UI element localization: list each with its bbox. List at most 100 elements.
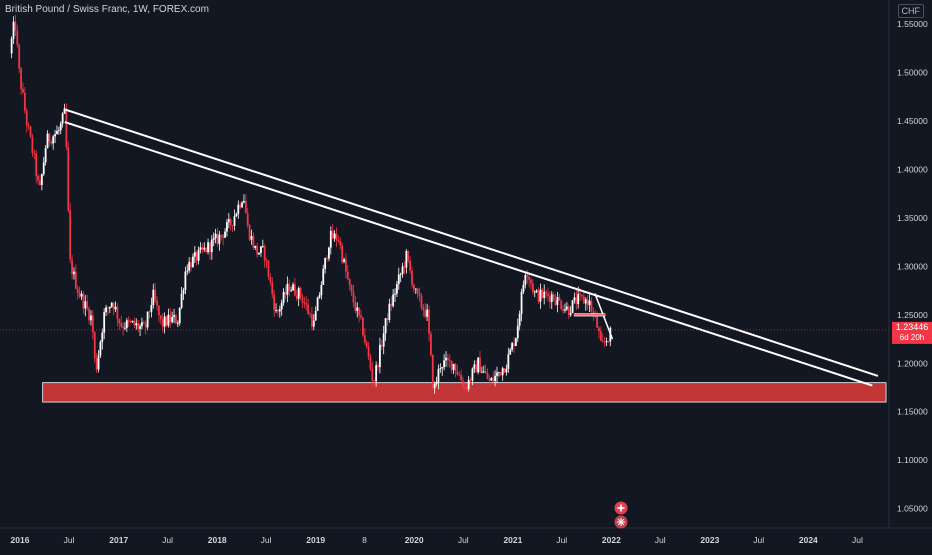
candle-body (511, 343, 514, 350)
candle-body (124, 327, 126, 329)
candle-body (301, 296, 304, 303)
candle-body (16, 30, 19, 45)
candle-body (337, 239, 340, 242)
candle-body (44, 148, 47, 163)
candle-body (114, 306, 117, 310)
candle-body (450, 360, 453, 370)
candle-body (74, 271, 77, 289)
candle-body (428, 309, 430, 334)
price-tick-label: 1.30000 (897, 261, 928, 271)
candle-body (333, 233, 336, 239)
candle-body (18, 44, 21, 69)
candle-body (99, 341, 102, 356)
candle-body (42, 162, 45, 175)
candle-body (169, 314, 172, 323)
candle-body (33, 152, 36, 154)
candle-body (486, 373, 489, 380)
currency-label[interactable]: CHF (897, 4, 924, 18)
candle-body (552, 294, 555, 301)
candle-body (531, 283, 534, 292)
candle-body (142, 322, 145, 324)
candle-body (90, 315, 92, 321)
candle-body (210, 239, 213, 253)
candle-body (388, 303, 391, 320)
price-tick-label: 1.40000 (897, 165, 928, 175)
time-tick-label: 2020 (405, 535, 424, 545)
candle-body (263, 245, 266, 261)
time-tick-label: 2019 (306, 535, 325, 545)
candle-body (503, 368, 506, 373)
candle-body (290, 290, 293, 292)
price-tag: 1.23446 6d 20h (892, 321, 932, 344)
candle-body (205, 247, 208, 253)
candle-body (326, 257, 328, 259)
candle-body (254, 245, 257, 248)
candle-body (328, 247, 330, 259)
candle-body (399, 273, 402, 275)
candle-body (193, 252, 196, 257)
flag-circle-icon[interactable] (614, 515, 628, 529)
candle-body (299, 288, 302, 297)
candle-body (471, 368, 474, 381)
candle-body (413, 284, 415, 289)
candle-body (456, 371, 459, 375)
candle-body (10, 38, 13, 54)
candle-body (320, 284, 323, 296)
candle-body (235, 213, 238, 217)
plus-circle-icon[interactable] (614, 501, 628, 515)
candle-body (463, 386, 466, 388)
price-tick-label: 1.10000 (897, 455, 928, 465)
candle-body (48, 133, 51, 142)
candle-body (23, 92, 26, 111)
time-tick-label: 2023 (700, 535, 719, 545)
candle-body (348, 279, 351, 286)
trendline (64, 121, 873, 387)
candle-body (371, 368, 374, 381)
candle-body (564, 309, 566, 311)
candle-body (56, 130, 58, 135)
candle-body (356, 307, 359, 311)
candle-body (339, 241, 342, 246)
time-tick-label: Jul (852, 535, 863, 545)
candle-body (416, 288, 419, 294)
candle-body (480, 371, 483, 373)
candle-body (150, 305, 153, 312)
candle-body (433, 383, 436, 389)
candle-body (226, 222, 228, 232)
candle-body (475, 364, 478, 373)
candle-body (345, 259, 347, 272)
candle-body (67, 147, 70, 211)
candle-body (280, 302, 283, 310)
candle-body (505, 368, 508, 373)
candle-body (545, 291, 548, 294)
time-axis[interactable]: 2016 Jul 2017 Jul 2018 Jul 2019 8 2020 Jul 2021 Jul… (11, 535, 863, 545)
candle-body (445, 357, 447, 361)
candle-body (154, 289, 157, 301)
candle-body (159, 315, 162, 320)
candle-body (426, 309, 429, 317)
support-zone (42, 382, 887, 403)
candle-body (477, 357, 480, 373)
candle-body (88, 308, 90, 321)
price-axis[interactable]: 1.05000 1.10000 1.15000 1.20000 1.25000 1.300… (897, 19, 928, 513)
candle-body (224, 231, 226, 238)
candle-body (446, 357, 449, 361)
candle-body (141, 322, 143, 327)
candle-body (303, 302, 306, 304)
candle-body (171, 317, 174, 323)
candle-body (367, 346, 370, 357)
candle-body (180, 293, 183, 308)
price-tick-label: 1.15000 (897, 407, 928, 417)
candle-body (201, 247, 204, 250)
candle-body (146, 311, 149, 328)
candle-body (499, 372, 502, 376)
candle-body (163, 316, 166, 327)
candle-body (375, 365, 378, 382)
candle-body (273, 294, 276, 311)
candle-body (184, 271, 187, 290)
candle-body (420, 295, 423, 308)
candle-body (175, 315, 177, 324)
candle-body (84, 301, 87, 309)
